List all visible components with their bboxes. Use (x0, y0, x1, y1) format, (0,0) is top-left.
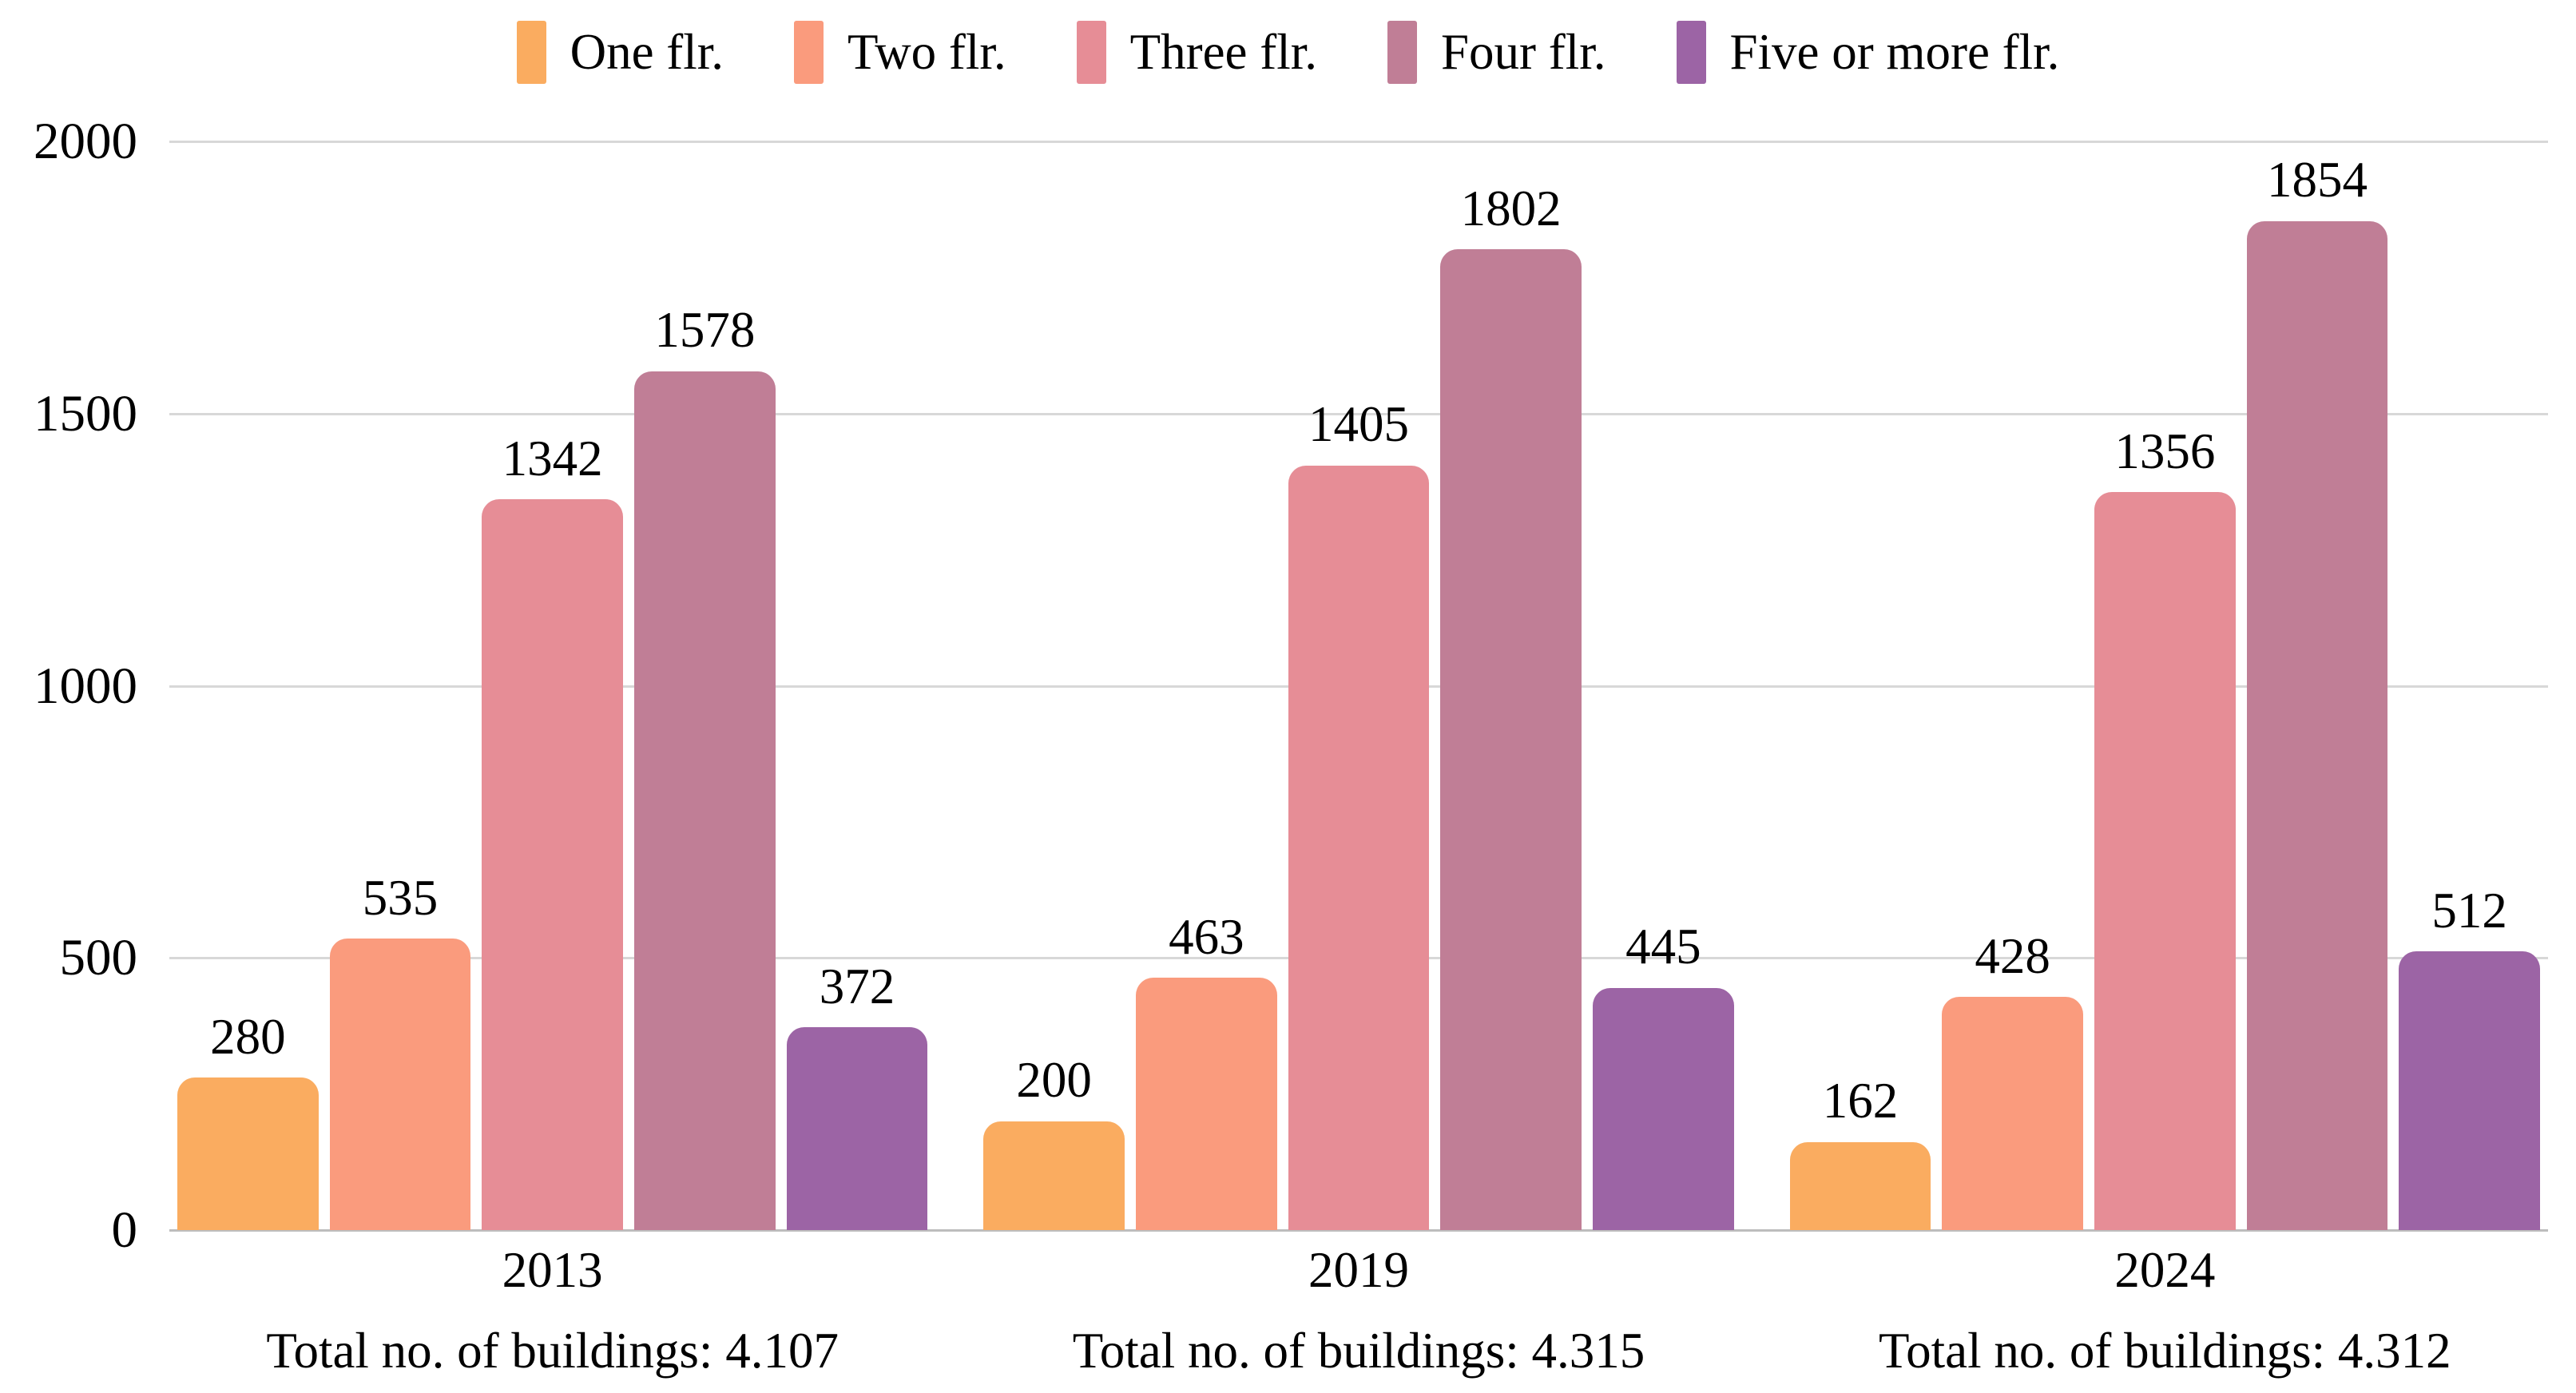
x-axis-labels: 2013 Total no. of buildings: 4.107 2019 Tot… (169, 1242, 2548, 1379)
legend-label: Four flr. (1440, 23, 1606, 80)
bar-four-flr (634, 371, 776, 1230)
bar-four-flr (2246, 220, 2388, 1230)
bar-column: 445 (1593, 141, 1734, 1230)
bar-column: 535 (329, 141, 471, 1230)
category-cell-2024: 2024 Total no. of buildings: 4.312 (1790, 1242, 2540, 1379)
legend-swatch-icon (516, 21, 546, 84)
legend-label: Two flr. (847, 23, 1006, 80)
chart-legend: One flr. Two flr. Three flr. Four flr. Five … (0, 21, 2576, 84)
bar-two-flr (1136, 978, 1277, 1230)
total-buildings-label: Total no. of buildings: 4.312 (1879, 1323, 2451, 1379)
bar-value-label: 535 (362, 870, 439, 927)
bar-value-label: 1405 (1308, 396, 1409, 453)
bar-value-label: 463 (1169, 909, 1244, 966)
legend-label: One flr. (570, 23, 724, 80)
bar-column: 1802 (1440, 141, 1582, 1230)
bar-five-or-more-flr (786, 1027, 928, 1230)
bar-one-flr (983, 1121, 1125, 1230)
bar-column: 200 (983, 141, 1125, 1230)
bar-column: 1356 (2094, 141, 2236, 1230)
bar-group-2024: 162 428 1356 1854 512 (1789, 141, 2541, 1230)
gridline-1500 (169, 412, 2548, 415)
bar-column: 1342 (482, 141, 624, 1230)
bar-one-flr (177, 1077, 319, 1230)
x-tick-label: 2024 (2114, 1242, 2216, 1298)
bar-three-flr (1288, 465, 1430, 1230)
legend-swatch-icon (1676, 21, 1706, 84)
bar-column: 1578 (634, 141, 776, 1230)
y-tick-label: 0 (111, 1201, 138, 1259)
plot-area: 2000 1500 1000 500 0 280 535 1342 1578 372 200 463… (34, 113, 2548, 1259)
category-cell-2019: 2019 Total no. of buildings: 4.315 (983, 1242, 1733, 1379)
bar-group-2013: 280 535 1342 1578 372 (177, 141, 928, 1230)
legend-item-3: Three flr. (1076, 21, 1317, 84)
legend-item-4: Four flr. (1387, 21, 1606, 84)
bar-value-label: 428 (1975, 928, 2050, 985)
bar-value-label: 1356 (2114, 423, 2216, 479)
total-buildings-label: Total no. of buildings: 4.315 (1072, 1323, 1645, 1379)
bar-value-label: 1342 (502, 431, 603, 487)
bar-column: 372 (786, 141, 928, 1230)
legend-label: Five or more flr. (1729, 23, 2060, 80)
bar-value-label: 1802 (1460, 180, 1562, 236)
legend-item-1: One flr. (516, 21, 724, 84)
x-tick-label: 2019 (1308, 1242, 1409, 1298)
legend-item-2: Two flr. (794, 21, 1006, 84)
bar-value-label: 512 (2431, 882, 2507, 939)
bar-value-label: 372 (819, 958, 895, 1015)
bar-column: 280 (177, 141, 319, 1230)
bar-one-flr (1789, 1141, 1931, 1230)
legend-swatch-icon (1076, 21, 1106, 84)
bar-column: 463 (1136, 141, 1277, 1230)
x-tick-label: 2013 (502, 1242, 603, 1298)
bar-column: 162 (1789, 141, 1931, 1230)
legend-item-5: Five or more flr. (1676, 21, 2060, 84)
bar-five-or-more-flr (2399, 951, 2541, 1230)
bar-groups: 280 535 1342 1578 372 200 463 1405 1802 445 162 428… (169, 141, 2548, 1230)
bar-column: 512 (2399, 141, 2541, 1230)
y-tick-label: 2000 (34, 113, 137, 170)
legend-swatch-icon (1387, 21, 1417, 84)
bar-two-flr (329, 939, 471, 1230)
bar-value-label: 445 (1625, 919, 1701, 975)
bar-column: 1405 (1288, 141, 1430, 1230)
bar-column: 428 (1942, 141, 2083, 1230)
bar-column: 1854 (2246, 141, 2388, 1230)
bar-value-label: 280 (210, 1008, 286, 1065)
bar-three-flr (2094, 491, 2236, 1230)
category-cell-2013: 2013 Total no. of buildings: 4.107 (177, 1242, 927, 1379)
total-buildings-label: Total no. of buildings: 4.107 (266, 1323, 839, 1379)
y-tick-label: 500 (59, 929, 138, 987)
bar-two-flr (1942, 997, 2083, 1230)
gridline-0 (169, 1229, 2548, 1232)
y-tick-label: 1500 (34, 384, 137, 443)
bar-value-label: 1854 (2267, 152, 2368, 208)
legend-swatch-icon (794, 21, 824, 84)
bar-value-label: 162 (1822, 1073, 1899, 1129)
bar-four-flr (1440, 248, 1582, 1230)
bar-three-flr (482, 499, 624, 1230)
bar-value-label: 200 (1016, 1052, 1092, 1109)
bar-five-or-more-flr (1593, 987, 1734, 1230)
bar-value-label: 1578 (654, 302, 756, 359)
legend-label: Three flr. (1129, 23, 1317, 80)
bar-group-2019: 200 463 1405 1802 445 (983, 141, 1734, 1230)
y-tick-label: 1000 (34, 657, 137, 715)
gridline-2000 (169, 141, 2548, 143)
